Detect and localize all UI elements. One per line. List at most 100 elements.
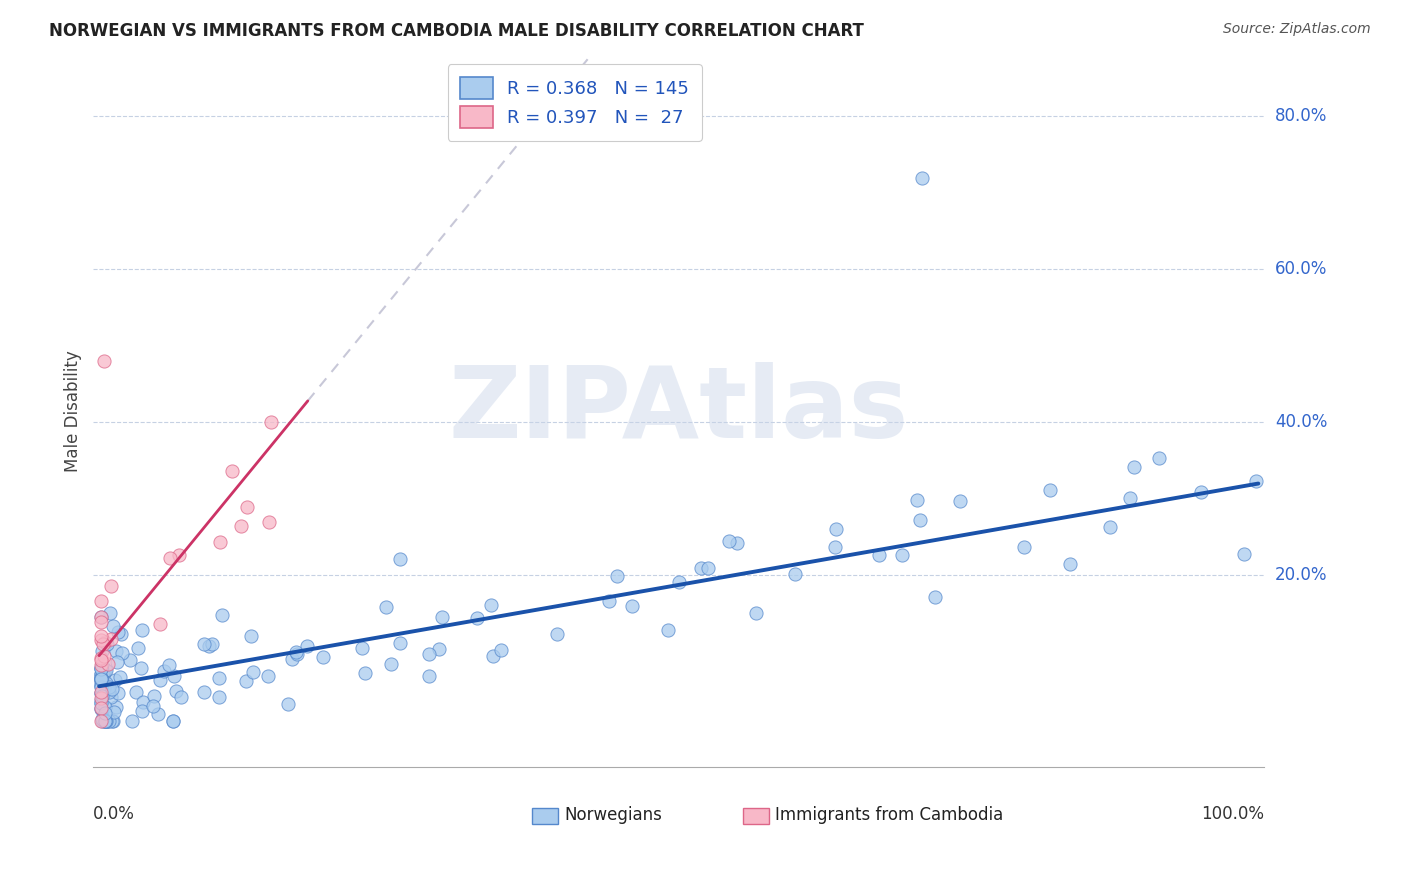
Point [108,670,131,684]
Point [281,652,304,666]
Point [104,673,127,687]
Point [97,714,120,728]
Point [295,639,318,653]
Point [260,415,283,429]
Point [418,648,440,662]
Point [745,607,768,621]
Point [427,642,450,657]
Point [1012,541,1035,555]
Point [90,658,112,673]
Point [90,696,112,710]
Point [98,680,121,694]
Point [149,673,172,687]
Point [94,676,117,690]
Point [131,705,153,719]
Point [606,569,628,583]
Point [1059,557,1081,571]
Point [657,623,679,637]
Point [90,686,112,700]
Point [90,692,112,706]
Point [668,575,690,590]
Point [131,695,153,709]
Point [482,648,505,663]
Point [1122,460,1144,475]
Text: 40.0%: 40.0% [1275,413,1327,432]
Point [94,714,117,728]
Point [90,685,112,699]
Point [90,651,112,665]
Point [1119,491,1142,506]
Point [825,523,848,537]
Point [90,662,112,676]
Point [277,697,299,711]
Point [1147,450,1170,465]
Point [90,675,112,690]
Point [107,624,129,639]
Point [891,548,914,562]
Point [93,681,115,695]
Point [96,714,118,728]
Point [90,714,112,728]
Point [193,637,215,651]
Point [924,590,946,604]
Point [690,560,713,574]
Text: 20.0%: 20.0% [1275,566,1327,584]
Legend: R = 0.368   N = 145, R = 0.397   N =  27: R = 0.368 N = 145, R = 0.397 N = 27 [447,64,702,141]
Point [1244,474,1267,488]
Point [142,699,165,714]
Point [90,672,112,686]
Text: Immigrants from Cambodia: Immigrants from Cambodia [775,806,1002,824]
Point [152,664,174,678]
Point [93,648,115,663]
Point [103,705,125,719]
Point [90,660,112,674]
Text: Norwegians: Norwegians [564,806,662,824]
Point [90,666,112,681]
Point [465,611,488,625]
Point [209,535,232,549]
Point [90,666,112,681]
Point [90,672,112,686]
Point [100,579,122,593]
Point [93,668,115,682]
Point [621,599,644,614]
Point [93,714,115,728]
Point [94,699,117,714]
Point [148,706,170,721]
Point [353,666,375,681]
Point [163,669,186,683]
Point [105,700,128,714]
Point [718,534,741,549]
Point [94,663,117,677]
Point [90,644,112,658]
Point [285,647,308,661]
Point [90,712,112,726]
Point [101,714,124,728]
FancyBboxPatch shape [533,808,558,823]
Point [90,632,112,647]
Point [201,636,224,650]
Point [157,657,180,672]
Point [104,643,127,657]
Point [121,714,143,728]
Point [90,680,112,694]
Point [169,548,191,562]
Point [94,634,117,648]
Point [110,627,132,641]
Point [90,672,112,686]
Point [100,632,122,646]
Point [389,636,412,650]
Point [100,690,122,704]
Point [103,618,125,632]
Point [90,673,112,687]
Point [911,170,934,185]
Point [350,640,373,655]
FancyBboxPatch shape [744,808,769,823]
Point [193,684,215,698]
Point [159,551,181,566]
Point [242,665,264,679]
Point [90,701,112,715]
Point [97,682,120,697]
Y-axis label: Male Disability: Male Disability [65,350,82,472]
Point [236,500,259,514]
